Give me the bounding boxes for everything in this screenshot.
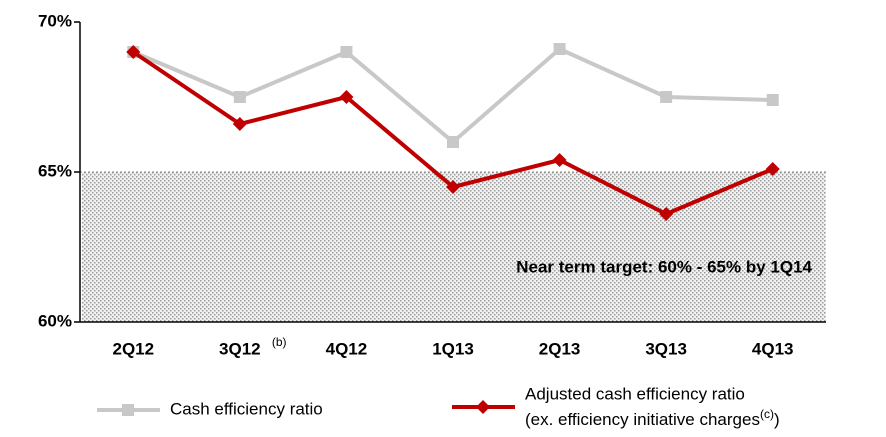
legend-label-part: (ex. efficiency initiative charges — [525, 410, 760, 429]
x-tick-label: 1Q13 — [432, 339, 474, 358]
marker — [447, 136, 459, 148]
legend-label-part: ) — [774, 410, 780, 429]
legend-label: Cash efficiency ratio — [170, 399, 323, 418]
marker — [552, 153, 567, 167]
marker — [660, 91, 673, 103]
legend-label-part: (c) — [760, 407, 774, 421]
x-tick-label: 3Q13 — [645, 339, 687, 358]
marker — [233, 91, 246, 103]
marker — [122, 404, 134, 416]
y-tick-label: 60% — [38, 311, 72, 330]
marker — [659, 207, 674, 221]
marker — [766, 94, 779, 106]
marker — [446, 180, 460, 194]
x-tick-label: 4Q13 — [752, 339, 794, 358]
y-tick-label: 70% — [38, 11, 72, 30]
x-tick-label: 4Q12 — [326, 339, 368, 358]
legend-label: Adjusted cash efficiency ratio — [525, 384, 745, 403]
marker — [553, 43, 566, 55]
x-tick-note: (b) — [272, 335, 287, 349]
marker — [476, 400, 490, 414]
y-tick-label: 65% — [38, 161, 72, 180]
legend-label: (ex. efficiency initiative charges(c)) — [525, 407, 780, 429]
marker — [765, 162, 780, 176]
x-tick-label: 2Q13 — [539, 339, 581, 358]
marker — [340, 46, 353, 58]
marker — [126, 45, 141, 59]
x-tick-label: 2Q12 — [112, 339, 154, 358]
marker — [232, 117, 247, 131]
x-tick-label: 3Q12 — [219, 339, 261, 358]
target-label: Near term target: 60% - 65% by 1Q14 — [516, 257, 812, 276]
series-line — [132, 47, 773, 144]
marker — [339, 90, 354, 104]
